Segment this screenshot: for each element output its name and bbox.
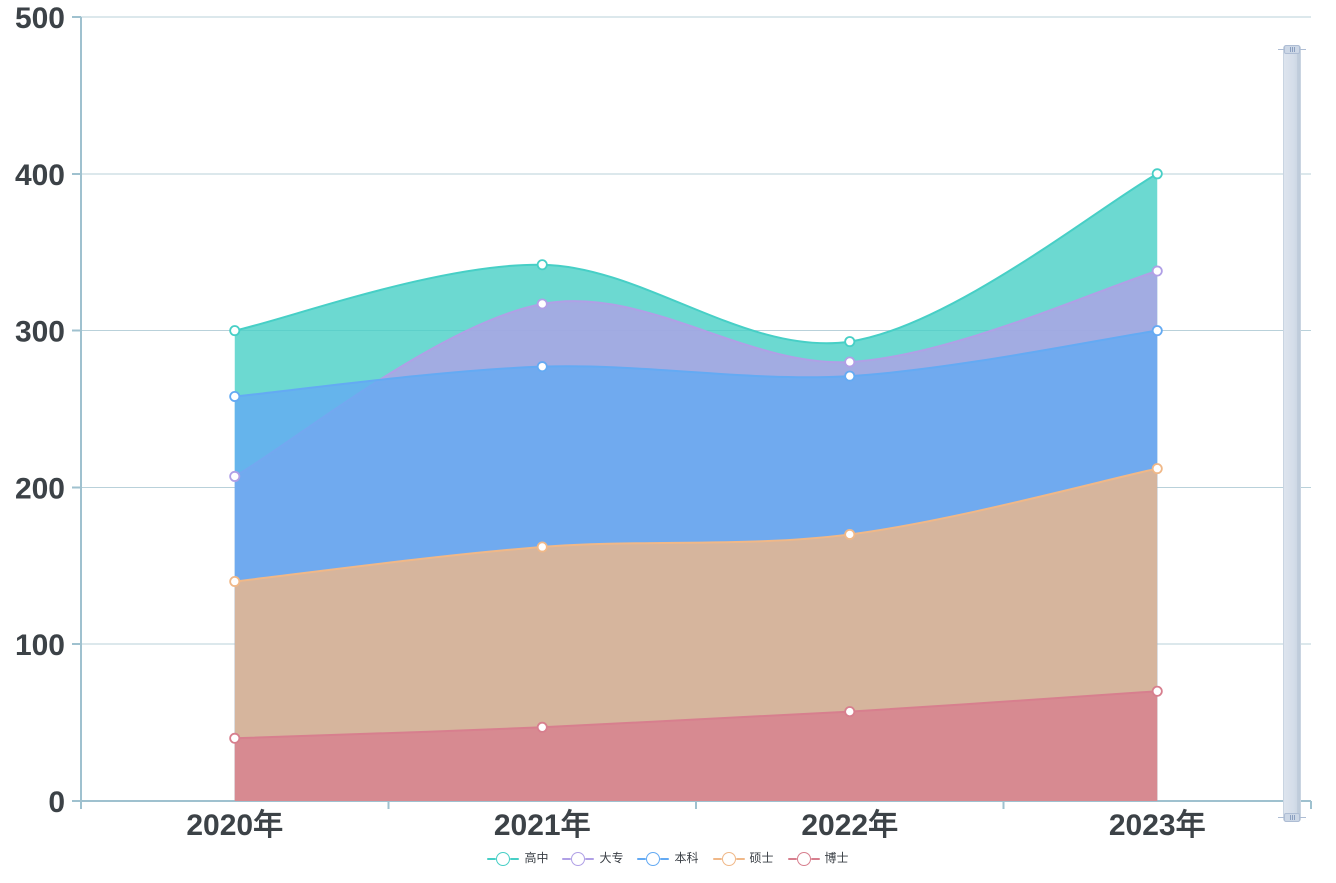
marker-associate-2[interactable] [844,356,856,368]
x-axis-label-3: 2023年 [1109,809,1206,842]
legend-item-master[interactable]: 硕士 [712,851,774,866]
marker-master-3[interactable] [1151,463,1163,475]
data-zoom-slider[interactable] [1278,45,1306,822]
legend-label: 大专 [599,851,624,865]
marker-high-school-2[interactable] [844,336,856,348]
marker-master-2[interactable] [844,528,856,540]
marker-master-1[interactable] [536,541,548,553]
marker-high-school-0[interactable] [229,325,241,337]
grip-icon [1291,47,1293,52]
line-circle-marker-icon [562,851,595,866]
y-axis-label-100: 100 [15,629,65,662]
marker-high-school-1[interactable] [536,259,548,271]
line-circle-marker-icon [787,851,820,866]
legend-item-high-school[interactable]: 高中 [487,851,548,866]
marker-bachelor-0[interactable] [229,390,241,402]
y-axis-label-0: 0 [48,786,65,819]
x-axis-label-2: 2022年 [801,809,898,842]
x-axis-label-1: 2021年 [494,809,591,842]
legend-label: 博士 [824,851,849,865]
legend-label: 硕士 [749,851,774,865]
legend-label: 高中 [524,851,549,865]
data-zoom-track[interactable] [1283,46,1301,821]
marker-doctorate-1[interactable] [536,721,548,733]
legend-label: 本科 [674,851,699,865]
legend-item-associate[interactable]: 大专 [562,851,623,866]
line-doctorate [234,690,1158,740]
x-axis-label-0: 2020年 [186,809,283,842]
line-high-school [234,172,1158,345]
data-zoom-handle-bottom[interactable] [1278,813,1306,822]
y-axis-label-500: 500 [15,2,65,35]
area-doctorate[interactable] [234,691,1158,801]
marker-bachelor-2[interactable] [844,370,856,382]
marker-bachelor-3[interactable] [1151,325,1163,337]
legend-item-doctorate[interactable]: 博士 [787,851,849,866]
grip-icon [1291,815,1293,820]
line-circle-marker-icon [637,851,670,866]
marker-associate-1[interactable] [536,298,548,310]
line-bachelor [234,329,1158,398]
marker-associate-3[interactable] [1151,265,1163,277]
y-axis-label-200: 200 [15,472,65,505]
marker-bachelor-1[interactable] [536,361,548,373]
legend-item-bachelor[interactable]: 本科 [637,851,699,866]
legend: 高中 大专 本科 硕士 博士 [0,851,1336,866]
line-circle-marker-icon [712,851,745,866]
line-master [234,467,1158,583]
marker-doctorate-3[interactable] [1151,685,1163,697]
data-zoom-handle-top[interactable] [1278,45,1306,54]
marker-doctorate-0[interactable] [229,732,241,744]
marker-master-0[interactable] [229,575,241,587]
y-axis-label-300: 300 [15,316,65,349]
axis-labels: 0 100 200 300 400 500 2020年 2021年 2022年 2023年 [15,2,1206,842]
line-circle-marker-icon [487,851,520,866]
y-axis-label-400: 400 [15,159,65,192]
marker-high-school-3[interactable] [1151,168,1163,180]
marker-doctorate-2[interactable] [844,706,856,718]
marker-associate-0[interactable] [229,470,241,482]
